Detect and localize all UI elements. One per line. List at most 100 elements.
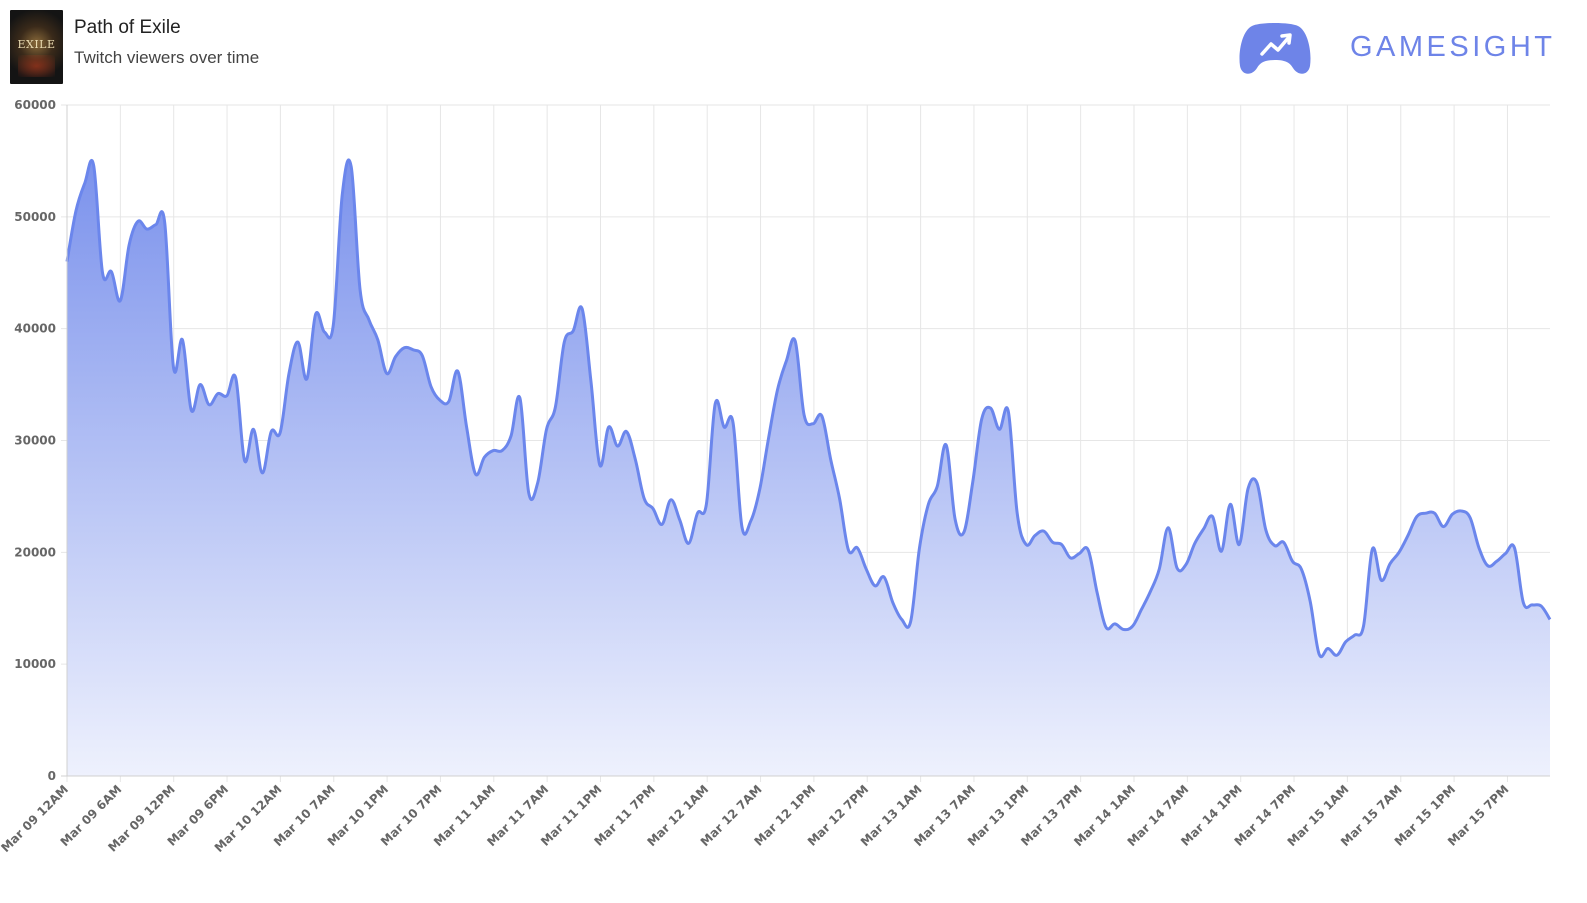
data-point bbox=[980, 417, 984, 421]
data-point bbox=[1202, 527, 1206, 531]
gamepad-trend-icon bbox=[1239, 23, 1311, 74]
data-point bbox=[1512, 546, 1516, 550]
data-point bbox=[1237, 543, 1241, 547]
y-tick-label: 40000 bbox=[14, 322, 56, 336]
data-point bbox=[243, 459, 247, 463]
data-point bbox=[1273, 544, 1277, 548]
y-tick-label: 10000 bbox=[14, 657, 56, 671]
data-point bbox=[1290, 559, 1294, 563]
y-tick-label: 30000 bbox=[14, 434, 56, 448]
data-point bbox=[651, 507, 655, 511]
data-point bbox=[1299, 567, 1303, 571]
data-point bbox=[997, 427, 1001, 431]
data-point bbox=[642, 497, 646, 501]
data-point bbox=[838, 497, 842, 501]
data-point bbox=[926, 502, 930, 506]
data-point bbox=[953, 517, 957, 521]
game-title: Path of Exile bbox=[74, 17, 181, 38]
data-point bbox=[394, 355, 398, 359]
data-point bbox=[1353, 633, 1357, 637]
game-cover-thumbnail: EXILE bbox=[10, 10, 63, 84]
data-point bbox=[1219, 549, 1223, 553]
data-point bbox=[811, 422, 815, 426]
data-point bbox=[331, 322, 335, 326]
data-point bbox=[1282, 540, 1286, 544]
data-point bbox=[1015, 511, 1019, 515]
data-point bbox=[1211, 515, 1215, 519]
data-point bbox=[1504, 551, 1508, 555]
data-point bbox=[1175, 566, 1179, 570]
data-point bbox=[1326, 647, 1330, 651]
data-point bbox=[767, 436, 771, 440]
data-point bbox=[678, 518, 682, 522]
data-point bbox=[207, 403, 211, 407]
data-point bbox=[1415, 515, 1419, 519]
data-point bbox=[536, 481, 540, 485]
data-point bbox=[101, 271, 105, 275]
data-point bbox=[482, 455, 486, 459]
data-point bbox=[518, 396, 522, 400]
data-point bbox=[287, 371, 291, 375]
cover-art-lettering: EXILE bbox=[17, 38, 56, 51]
data-point bbox=[314, 312, 318, 316]
data-point bbox=[855, 546, 859, 550]
data-point bbox=[1077, 551, 1081, 555]
data-point bbox=[1335, 653, 1339, 657]
data-point bbox=[882, 575, 886, 579]
data-point bbox=[713, 402, 717, 406]
data-point bbox=[438, 398, 442, 402]
data-point bbox=[864, 567, 868, 571]
data-point bbox=[260, 471, 264, 475]
data-point bbox=[749, 519, 753, 523]
data-point bbox=[1362, 624, 1366, 628]
data-point bbox=[633, 458, 637, 462]
data-point bbox=[1548, 617, 1552, 621]
data-point bbox=[909, 620, 913, 624]
data-point bbox=[1024, 543, 1028, 547]
x-tick-label: Mar 09 12AM bbox=[0, 782, 71, 855]
data-point bbox=[349, 165, 353, 169]
data-point bbox=[1193, 541, 1197, 545]
y-tick-label: 60000 bbox=[14, 98, 56, 112]
data-point bbox=[74, 209, 78, 213]
data-point bbox=[553, 405, 557, 409]
data-point bbox=[1433, 511, 1437, 515]
data-point bbox=[1157, 567, 1161, 571]
data-point bbox=[1060, 543, 1064, 547]
data-point bbox=[989, 406, 993, 410]
data-point bbox=[722, 425, 726, 429]
data-point bbox=[1148, 589, 1152, 593]
data-point bbox=[1068, 556, 1072, 560]
data-point bbox=[234, 376, 238, 380]
data-point bbox=[429, 385, 433, 389]
cover-art-glow bbox=[18, 55, 55, 77]
data-point bbox=[491, 449, 495, 453]
data-point bbox=[1095, 591, 1099, 595]
data-point bbox=[1397, 550, 1401, 554]
data-point bbox=[296, 340, 300, 344]
data-point bbox=[1122, 628, 1126, 632]
data-point bbox=[251, 427, 255, 431]
data-point bbox=[900, 617, 904, 621]
data-point bbox=[1441, 525, 1445, 529]
data-point bbox=[669, 498, 673, 502]
data-point bbox=[846, 548, 850, 552]
data-point bbox=[447, 399, 451, 403]
data-point bbox=[589, 379, 593, 383]
data-point bbox=[616, 444, 620, 448]
axis-lines bbox=[61, 105, 1550, 777]
data-point bbox=[1495, 559, 1499, 563]
data-point bbox=[127, 243, 131, 247]
data-point bbox=[802, 413, 806, 417]
data-point bbox=[1406, 534, 1410, 538]
data-point bbox=[873, 584, 877, 588]
y-tick-label: 0 bbox=[48, 769, 56, 783]
data-point bbox=[305, 377, 309, 381]
data-point bbox=[935, 484, 939, 488]
data-point bbox=[1255, 481, 1259, 485]
data-point bbox=[1042, 529, 1046, 533]
data-point bbox=[1370, 547, 1374, 551]
data-point bbox=[1166, 526, 1170, 530]
